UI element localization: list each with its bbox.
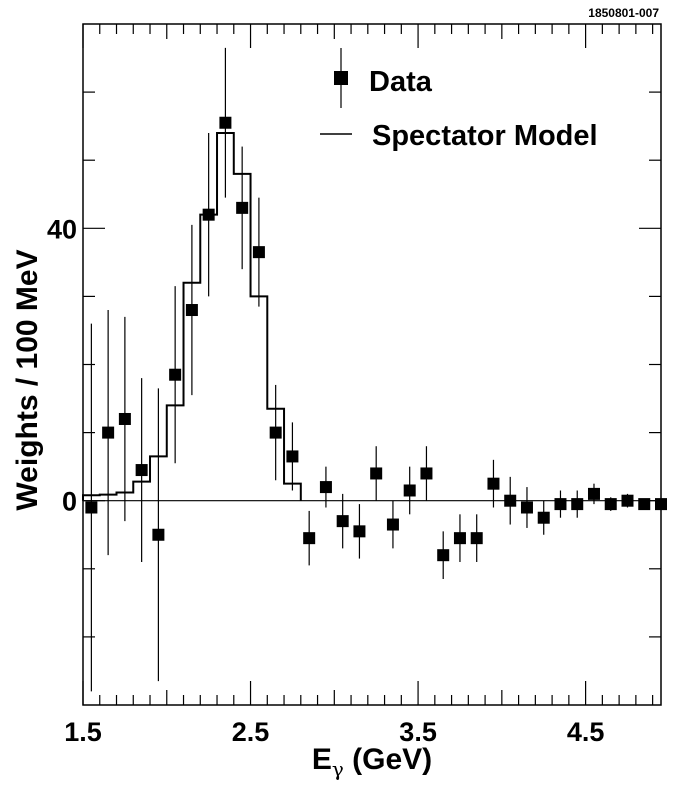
data-point <box>520 487 533 528</box>
data-point-marker <box>286 450 299 463</box>
data-point-marker <box>487 477 500 490</box>
x-tick-label: 4.5 <box>567 717 605 747</box>
data-point <box>135 378 148 562</box>
data-point-marker <box>252 246 265 259</box>
data-point <box>303 510 316 566</box>
data-point-marker <box>185 304 198 317</box>
axis-tick-labels: 1.5 2.5 3.5 4.5 0 40 <box>47 214 604 747</box>
data-point <box>152 388 165 682</box>
y-tick-label: 0 <box>62 487 77 517</box>
data-point <box>286 422 299 491</box>
data-point <box>571 490 584 518</box>
data-point <box>353 504 366 559</box>
x-axis-label-unit: (GeV) <box>344 743 432 776</box>
data-point <box>252 197 265 307</box>
data-point-marker <box>135 464 148 477</box>
data-point-marker <box>437 549 450 562</box>
data-point-marker <box>604 498 617 511</box>
data-point <box>336 493 349 549</box>
data-point-marker <box>85 501 98 514</box>
data-point <box>604 497 617 511</box>
data-point <box>185 224 198 396</box>
data-point <box>453 514 466 562</box>
data-point <box>621 493 634 508</box>
x-axis-label: Eγ (GeV) <box>312 743 432 781</box>
data-point <box>638 498 651 511</box>
data-point-marker <box>655 498 667 511</box>
data-point-marker <box>638 498 651 511</box>
data-point <box>470 514 483 562</box>
legend-model-label: Spectator Model <box>372 120 598 152</box>
data-point <box>370 446 383 501</box>
data-point-marker <box>269 426 282 439</box>
data-point-marker <box>554 498 567 511</box>
data-point-marker <box>587 487 600 500</box>
data-point-marker <box>303 532 316 545</box>
data-point-marker <box>621 494 634 507</box>
data-point-marker <box>169 368 182 381</box>
data-points <box>85 47 667 692</box>
data-point <box>169 286 182 464</box>
data-point <box>420 446 433 501</box>
legend-data-label: Data <box>369 66 433 98</box>
data-point-marker <box>470 532 483 545</box>
x-tick-label: 3.5 <box>399 717 437 747</box>
x-tick-label: 2.5 <box>232 717 270 747</box>
data-point <box>655 498 667 511</box>
data-point-marker <box>152 528 165 541</box>
data-point <box>202 132 215 297</box>
data-point-marker <box>453 532 466 545</box>
x-axis-label-subscript: γ <box>332 757 344 781</box>
data-point-marker <box>571 498 584 511</box>
data-point <box>554 490 567 518</box>
data-point <box>85 323 98 692</box>
y-tick-label: 40 <box>47 214 77 244</box>
data-point-marker <box>118 412 131 425</box>
legend: Data Spectator Model <box>320 48 598 152</box>
data-point-marker <box>202 208 215 221</box>
data-point-marker <box>370 467 383 480</box>
data-point-marker <box>236 201 249 214</box>
data-point-marker <box>336 515 349 528</box>
data-point <box>537 500 550 535</box>
axis-ticks <box>82 24 661 705</box>
data-point-marker <box>319 481 332 494</box>
data-point <box>437 531 450 580</box>
data-point-marker <box>353 525 366 538</box>
data-point-marker <box>420 467 433 480</box>
data-point-marker <box>219 116 232 129</box>
data-point-marker <box>403 484 416 497</box>
data-point-marker <box>102 426 115 439</box>
data-point <box>269 384 282 481</box>
data-point <box>504 476 517 525</box>
data-point <box>236 146 249 270</box>
data-point-marker <box>504 494 517 507</box>
data-point <box>403 466 416 515</box>
y-axis-label: Weights / 100 MeV <box>11 249 44 510</box>
x-axis-label-main: E <box>312 743 332 776</box>
data-point <box>487 459 500 508</box>
data-point <box>219 47 232 198</box>
x-tick-label: 1.5 <box>64 717 102 747</box>
data-point-marker <box>386 518 399 531</box>
data-point-marker <box>537 511 550 524</box>
data-point <box>118 316 131 522</box>
data-point-marker <box>520 501 533 514</box>
legend-data-marker <box>334 71 348 85</box>
data-point <box>319 466 332 508</box>
data-point <box>102 310 115 556</box>
data-point <box>587 483 600 505</box>
data-point <box>386 500 399 549</box>
figure-id-label: 1850801-007 <box>588 6 659 20</box>
